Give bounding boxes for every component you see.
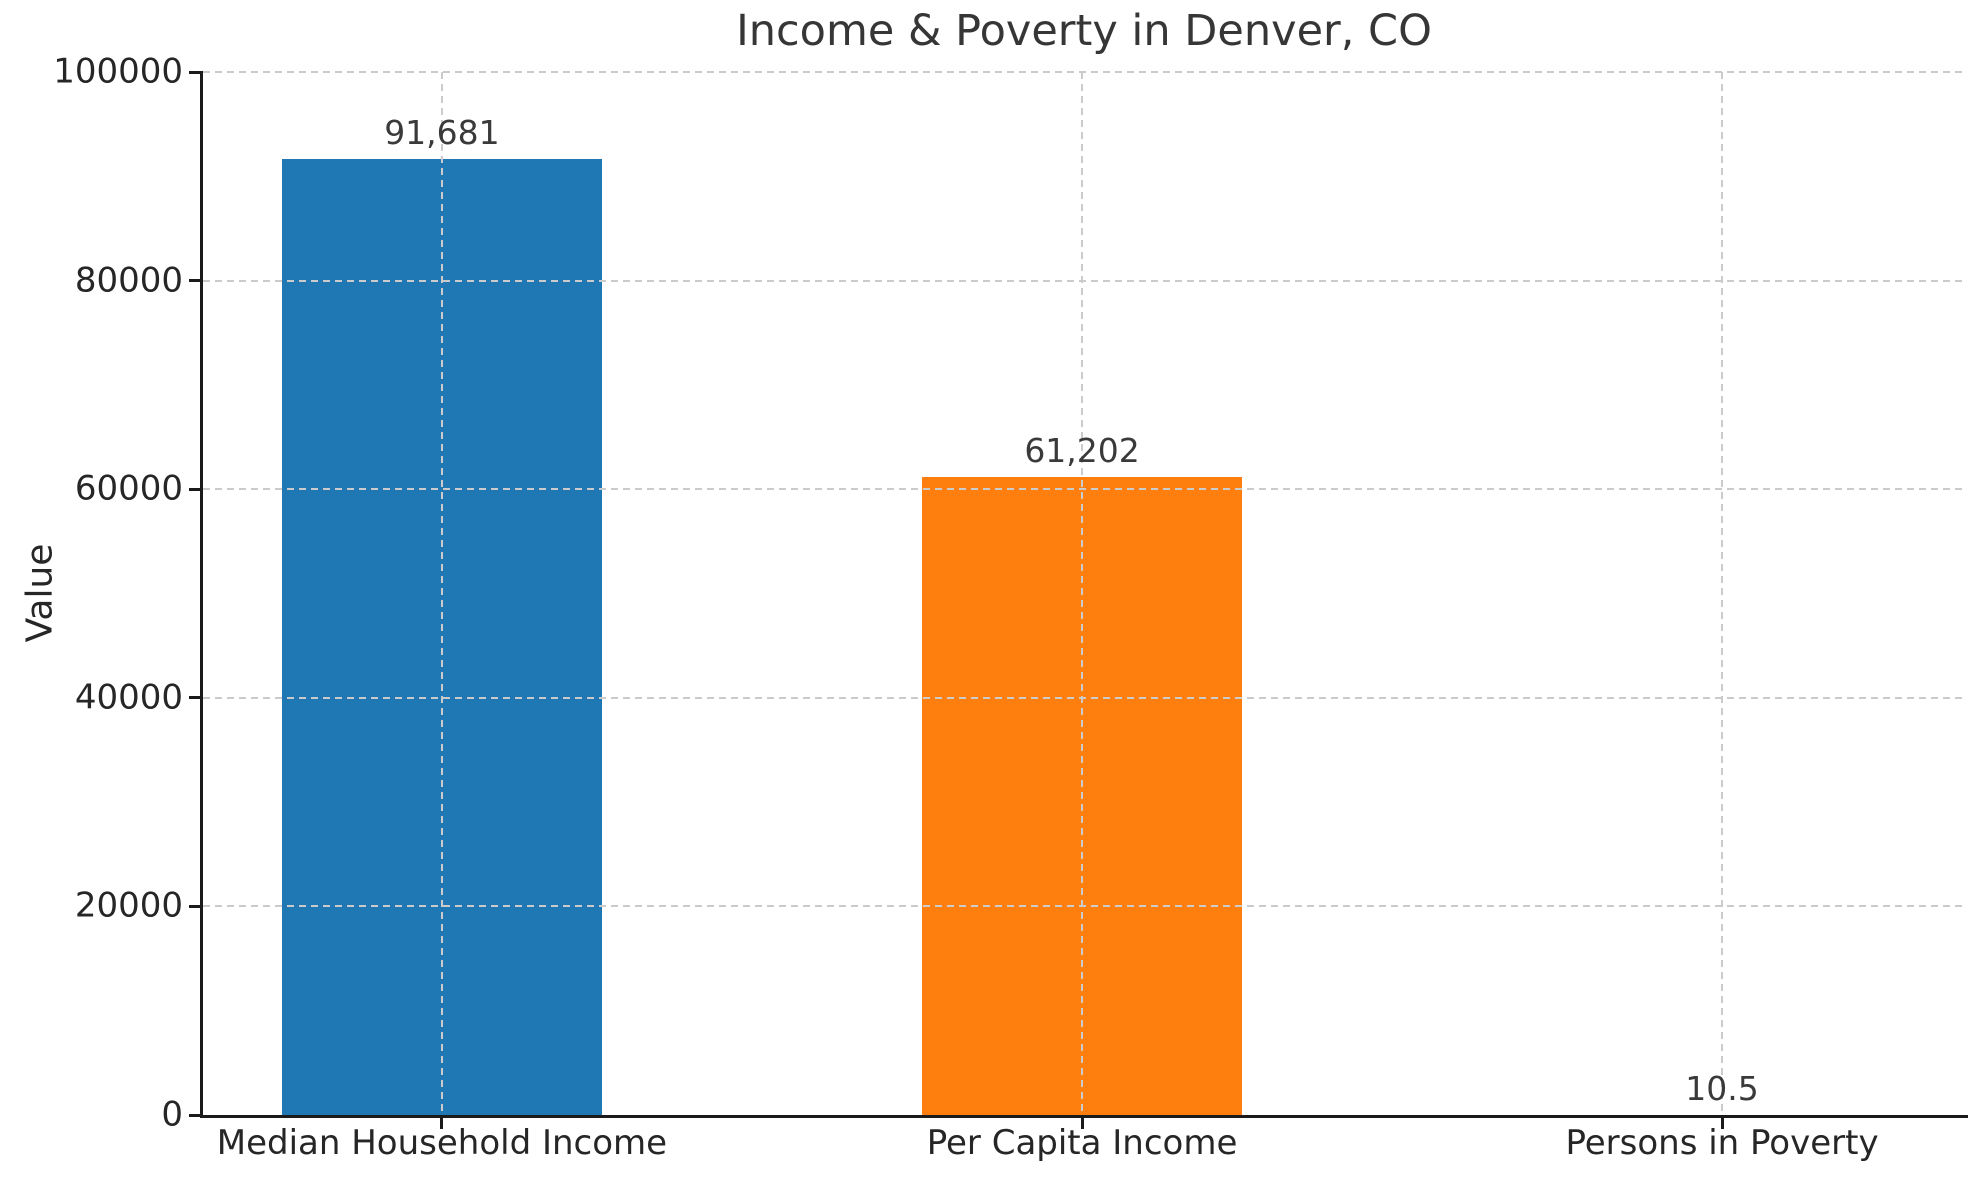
h-gridline	[203, 696, 1965, 699]
y-tick-label: 60000	[74, 468, 183, 509]
y-tick-mark	[189, 279, 203, 283]
v-gridline	[1081, 72, 1084, 1115]
bar-value-label: 10.5	[1685, 1068, 1759, 1108]
bar-value-label: 61,202	[1024, 430, 1140, 470]
y-tick-mark	[189, 70, 203, 74]
h-gridline	[203, 279, 1965, 282]
y-tick-mark	[189, 696, 203, 700]
y-tick-label: 40000	[74, 677, 183, 718]
h-gridline	[203, 905, 1965, 908]
y-axis-label: Value	[19, 543, 61, 643]
y-tick-mark	[189, 1113, 203, 1117]
x-tick-label: Persons in Poverty	[1565, 1123, 1879, 1163]
y-tick-mark	[189, 904, 203, 908]
y-tick-label: 0	[161, 1094, 183, 1135]
y-tick-label: 100000	[53, 51, 183, 92]
y-tick-label: 20000	[74, 885, 183, 926]
x-tick-label: Median Household Income	[216, 1123, 668, 1163]
chart-title: Income & Poverty in Denver, CO	[736, 6, 1432, 56]
h-gridline	[203, 488, 1965, 491]
x-axis-spine	[200, 1115, 1968, 1118]
y-axis-spine	[200, 72, 203, 1118]
bar-value-label: 91,681	[384, 112, 500, 152]
y-tick-mark	[189, 487, 203, 491]
v-gridline	[1721, 72, 1724, 1115]
v-gridline	[440, 72, 443, 1115]
y-tick-label: 80000	[74, 259, 183, 300]
x-tick-label: Per Capita Income	[926, 1123, 1238, 1163]
plot-area	[203, 71, 1965, 1115]
x-tick-mark	[1080, 1115, 1084, 1129]
x-tick-mark	[1720, 1115, 1724, 1129]
h-gridline	[203, 71, 1965, 73]
x-tick-mark	[440, 1115, 444, 1129]
